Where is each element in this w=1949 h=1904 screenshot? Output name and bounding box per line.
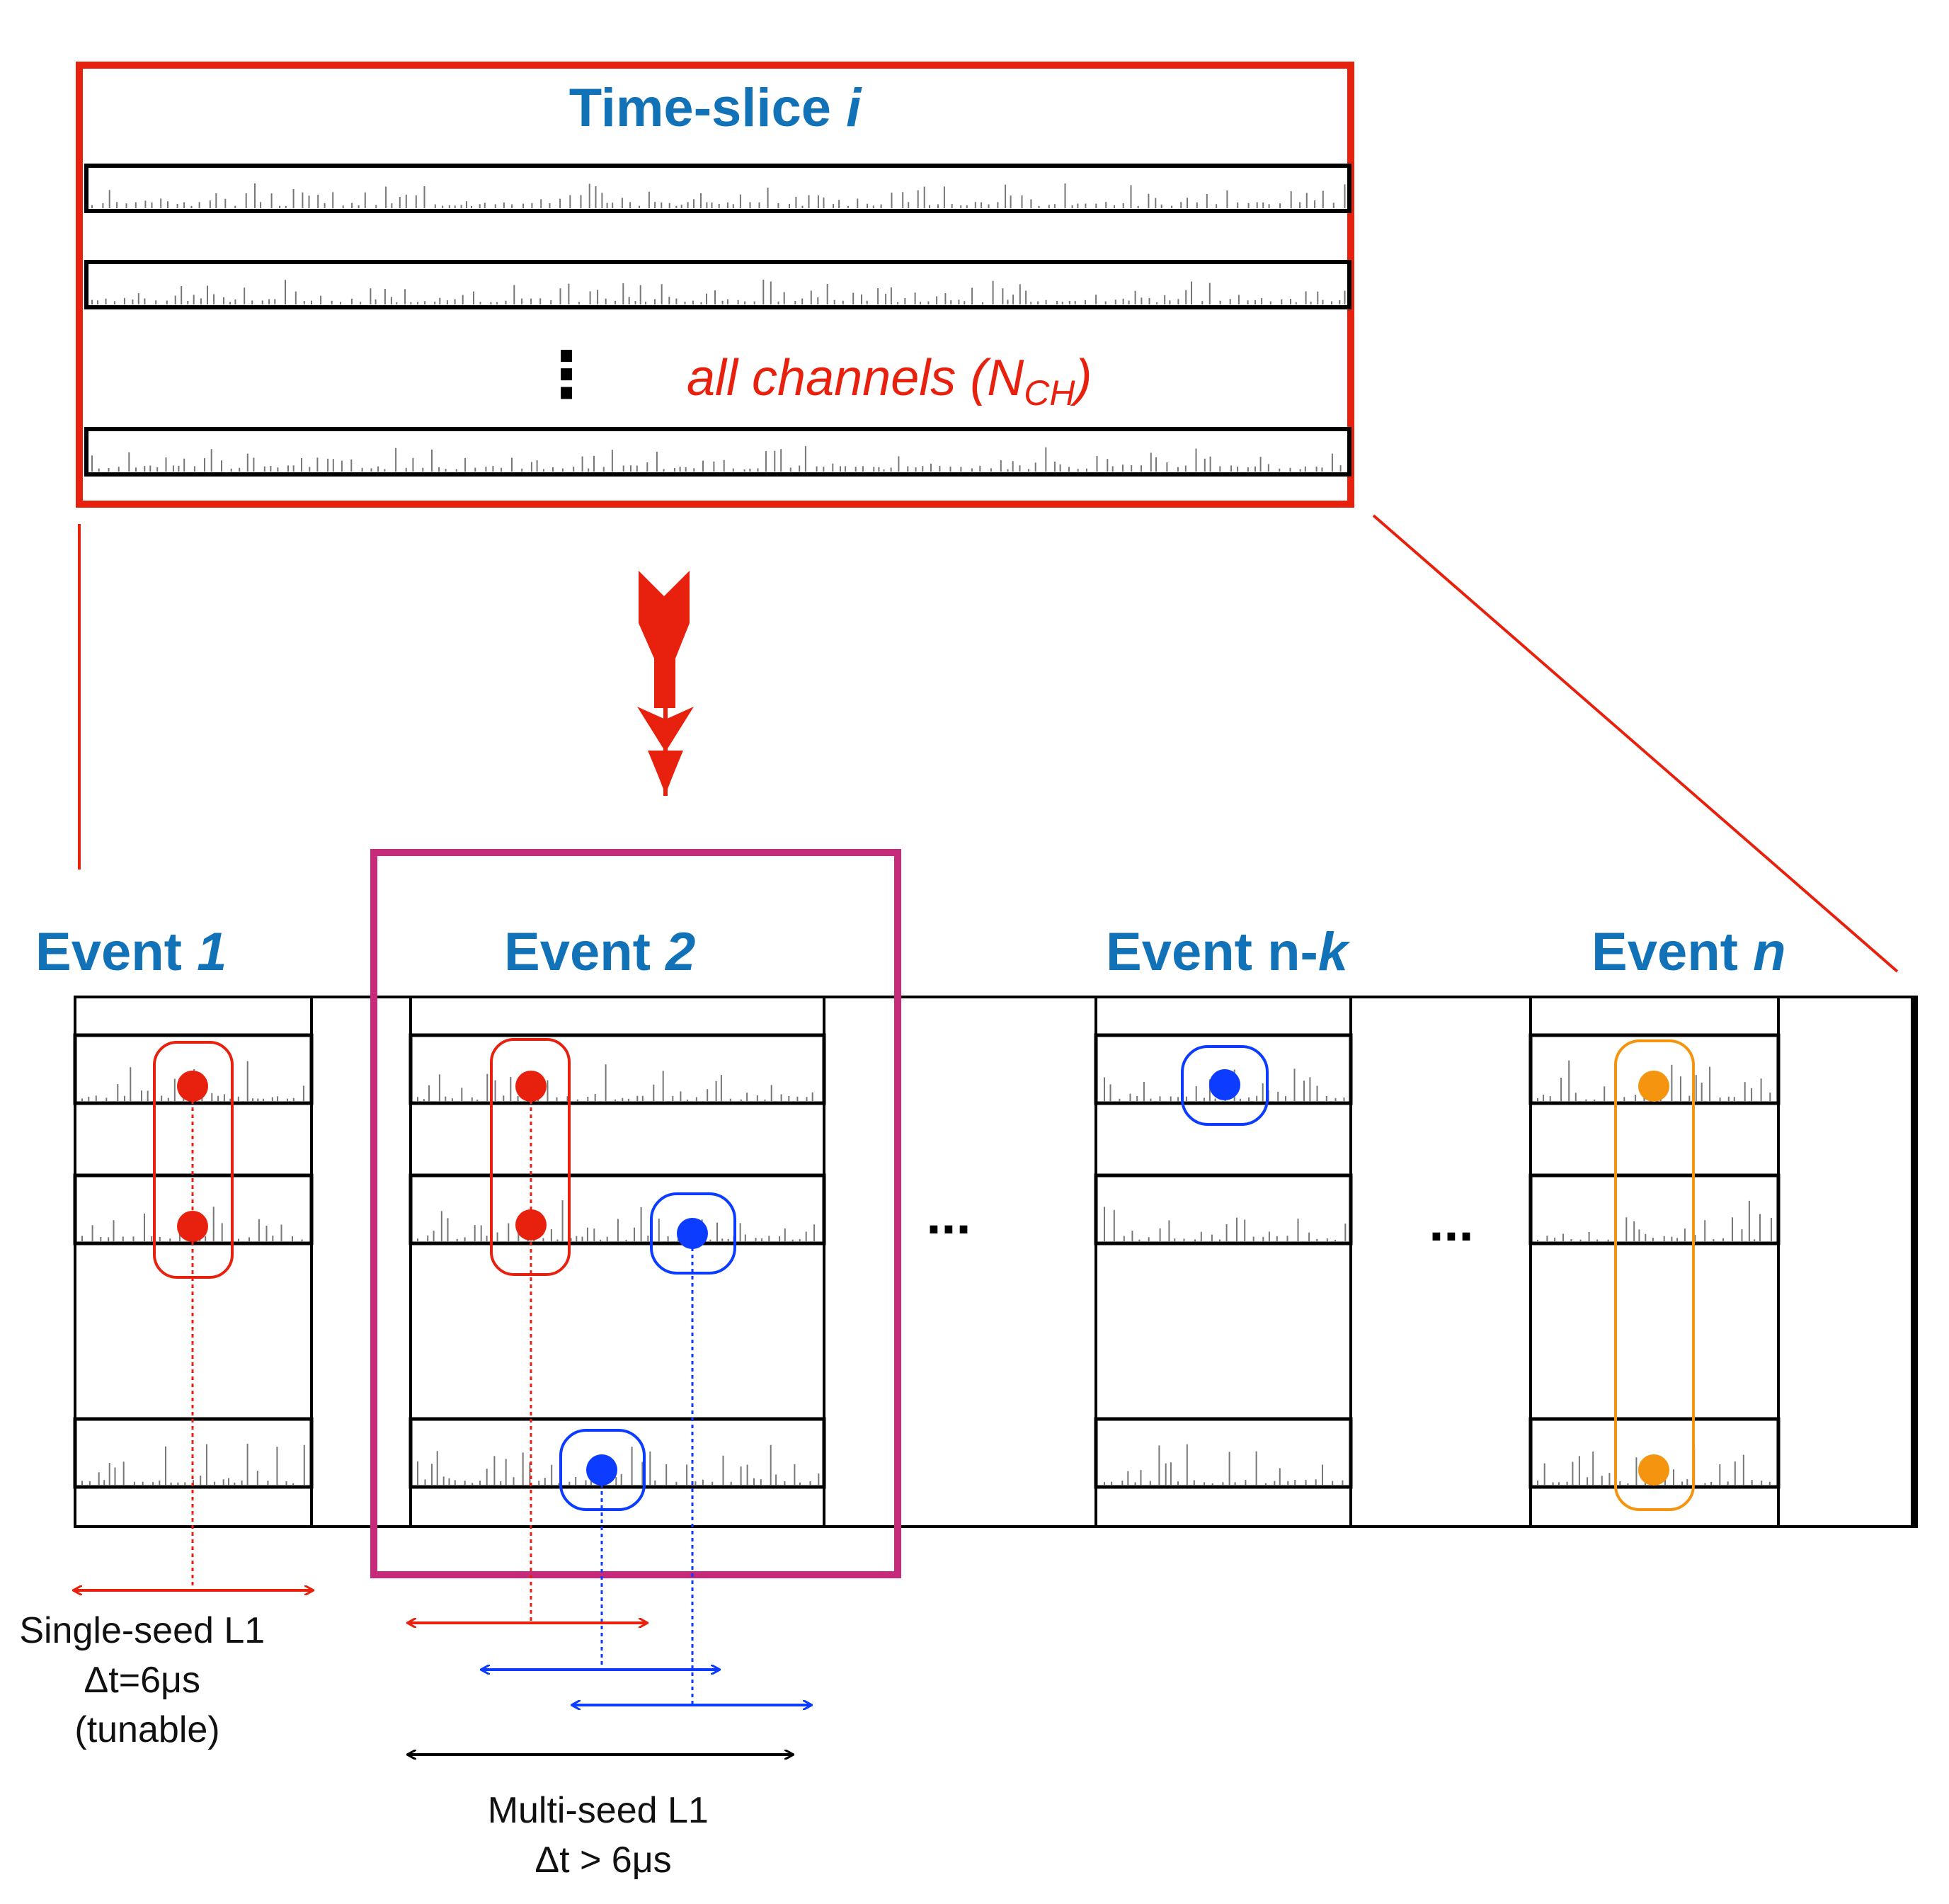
event-2-highlight-frame (370, 849, 901, 1578)
waveform (91, 446, 1342, 472)
event-gap (1777, 996, 1916, 1528)
channel-strip (408, 1417, 826, 1489)
single-seed-line2: Δt=6μs (84, 1660, 200, 1701)
circle-dot-icon (1638, 1454, 1669, 1486)
channel-strip (408, 1173, 826, 1245)
waveform (91, 279, 1346, 304)
timeslice-channel-strip (84, 427, 1351, 477)
waveform (1104, 1444, 1344, 1486)
event-2-label: Event 2 (504, 922, 695, 982)
channel-strip (1094, 1417, 1353, 1489)
seed-group-box (1614, 1039, 1695, 1511)
channel-strip (1528, 1173, 1781, 1245)
timeslice-title-text: Time-slice (569, 78, 831, 138)
circle-dot-icon (515, 1209, 547, 1241)
event-2-var: 2 (664, 922, 695, 982)
circle-dot-icon (177, 1211, 208, 1242)
channel-strip (1094, 1033, 1353, 1105)
multi-seed-line1: Multi-seed L1 (488, 1790, 709, 1831)
down-arrow-icon (637, 571, 694, 796)
event-n-var: n (1753, 922, 1785, 982)
all-channels-label: all channels (NCH) (687, 350, 1092, 413)
event-2-text: Event (504, 922, 665, 982)
circle-dot-icon (1209, 1069, 1240, 1100)
waveform (91, 183, 1346, 208)
event-1-text: Event (35, 922, 197, 982)
all-channels-text: all channels (N (687, 350, 1024, 406)
event-gap (310, 996, 412, 1528)
zoom-line-right (1372, 514, 1899, 973)
event-n-label: Event n (1591, 922, 1786, 982)
channel-strip (408, 1033, 826, 1105)
event-nk-channels (1094, 996, 1353, 1489)
event-nk-text: Event n- (1106, 922, 1318, 982)
channel-strip (1528, 1033, 1781, 1105)
seed-group-box (490, 1038, 571, 1276)
multi-seed-label: Multi-seed L1 Δt > 6μs (488, 1790, 719, 1881)
circle-dot-icon (1638, 1071, 1669, 1102)
multi-seed-line2: Δt > 6μs (535, 1840, 671, 1881)
event-gap (1349, 996, 1532, 1528)
ellipsis-2: ... (1429, 1192, 1473, 1253)
channel-strip (1528, 1417, 1781, 1489)
timeslice-title: Time-slice i (569, 78, 862, 138)
event-gap (823, 996, 1097, 1528)
event-1-label: Event 1 (35, 922, 227, 982)
event-nk-label: Event n-k (1106, 922, 1351, 982)
channels-vdots: ⋮ (535, 340, 598, 411)
event-2-channels (408, 996, 826, 1489)
event-1-var: 1 (197, 922, 227, 982)
channel-strip (1094, 1173, 1353, 1245)
single-seed-line3: (tunable) (74, 1709, 219, 1750)
event-n-channels (1528, 996, 1781, 1489)
waveform (1104, 1207, 1347, 1242)
all-channels-sub: CH (1024, 373, 1075, 413)
seed-group-box (559, 1429, 646, 1511)
single-seed-label: Single-seed L1 Δt=6μs (tunable) (19, 1610, 275, 1750)
ellipsis-1: ... (926, 1185, 971, 1245)
seed-group-box (650, 1192, 736, 1275)
timeslice-channel-strip (84, 164, 1351, 213)
timeslice-channel-strip (84, 260, 1351, 309)
waveform (81, 1443, 305, 1486)
seed-group-box (1181, 1045, 1269, 1126)
event-nk-var: k (1318, 922, 1351, 982)
waveform (1537, 1200, 1772, 1242)
timeslice-title-var: i (846, 78, 862, 138)
single-seed-line1: Single-seed L1 (19, 1610, 265, 1651)
event-n-text: Event (1591, 922, 1753, 982)
